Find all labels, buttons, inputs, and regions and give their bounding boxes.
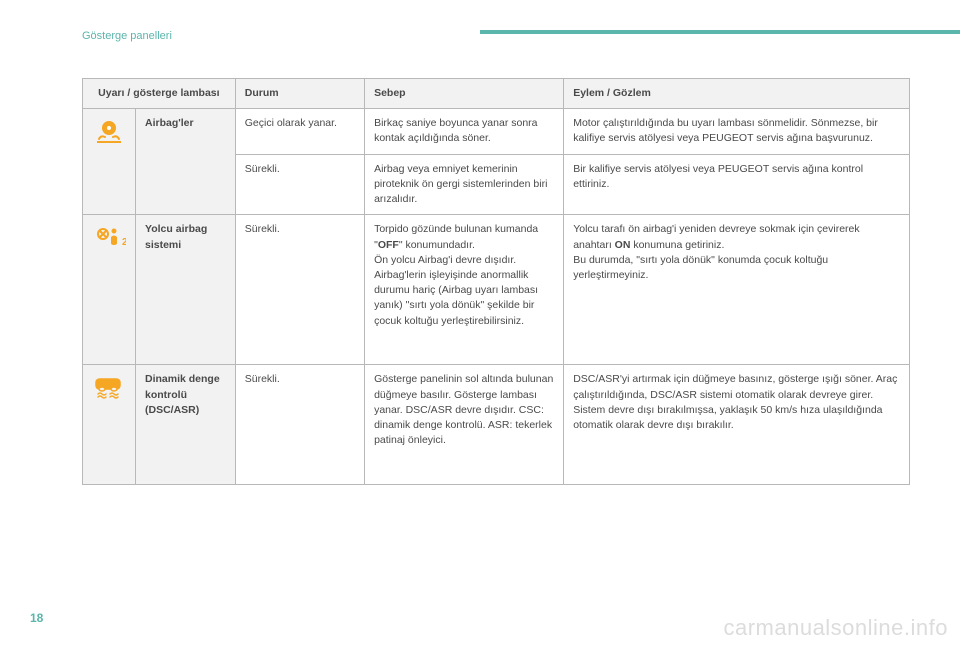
sebep-text: " konumundadır. <box>399 239 475 251</box>
svg-text:2: 2 <box>122 237 126 248</box>
label-airbag: Airbag'ler <box>136 109 236 215</box>
header-sebep: Sebep <box>365 79 564 109</box>
table-row: Airbag'ler Geçici olarak yanar. Birkaç s… <box>83 109 910 154</box>
sebep-cell: Torpido gözünde bulunan kumanda "OFF" ko… <box>365 215 564 365</box>
eylem-cell: Yolcu tarafı ön airbag'i yeniden devreye… <box>564 215 910 365</box>
sebep-text: Airbag'lerin işleyişinde anormallik duru… <box>374 269 538 327</box>
icon-cell-passenger-airbag: 2 <box>83 215 136 365</box>
eylem-text: Bu durumda, "sırtı yola dönük" konumda ç… <box>573 254 828 281</box>
sebep-cell: Birkaç saniye boyunca yanar sonra kontak… <box>365 109 564 154</box>
sebep-cell: Airbag veya emniyet kemerinin piroteknik… <box>365 154 564 215</box>
sebep-text: Ön yolcu Airbag'i devre dışıdır. <box>374 254 516 266</box>
header-eylem: Eylem / Gözlem <box>564 79 910 109</box>
watermark: carmanualsonline.info <box>723 615 948 641</box>
icon-cell-airbag <box>83 109 136 215</box>
header-accent-bar <box>480 30 960 34</box>
durum-cell: Sürekli. <box>235 215 364 365</box>
airbag-icon <box>93 119 125 145</box>
eylem-cell: Bir kalifiye servis atölyesi veya PEUGEO… <box>564 154 910 215</box>
durum-cell: Geçici olarak yanar. <box>235 109 364 154</box>
durum-cell: Sürekli. <box>235 154 364 215</box>
warning-lights-table: Uyarı / gösterge lambası Durum Sebep Eyl… <box>82 78 910 485</box>
passenger-airbag-icon: 2 <box>92 225 126 251</box>
sebep-cell: Gösterge panelinin sol altında bulunan d… <box>365 365 564 485</box>
table-row: Dinamik denge kontrolü (DSC/ASR) Sürekli… <box>83 365 910 485</box>
section-title: Gösterge panelleri <box>82 30 172 42</box>
table-row: 2 Yolcu airbag sistemi Sürekli. Torpido … <box>83 215 910 365</box>
eylem-bold: ON <box>615 239 631 251</box>
header-indicator: Uyarı / gösterge lambası <box>83 79 236 109</box>
header-durum: Durum <box>235 79 364 109</box>
icon-cell-dsc <box>83 365 136 485</box>
label-dsc: Dinamik denge kontrolü (DSC/ASR) <box>136 365 236 485</box>
dsc-icon <box>92 375 126 401</box>
eylem-cell: Motor çalıştırıldığında bu uyarı lambası… <box>564 109 910 154</box>
durum-cell: Sürekli. <box>235 365 364 485</box>
eylem-text: konumuna getiriniz. <box>630 239 724 251</box>
page-number: 18 <box>30 611 43 625</box>
sebep-bold: OFF <box>378 239 399 251</box>
table-header-row: Uyarı / gösterge lambası Durum Sebep Eyl… <box>83 79 910 109</box>
eylem-cell: DSC/ASR'yi artırmak için düğmeye basınız… <box>564 365 910 485</box>
label-passenger-airbag: Yolcu airbag sistemi <box>136 215 236 365</box>
